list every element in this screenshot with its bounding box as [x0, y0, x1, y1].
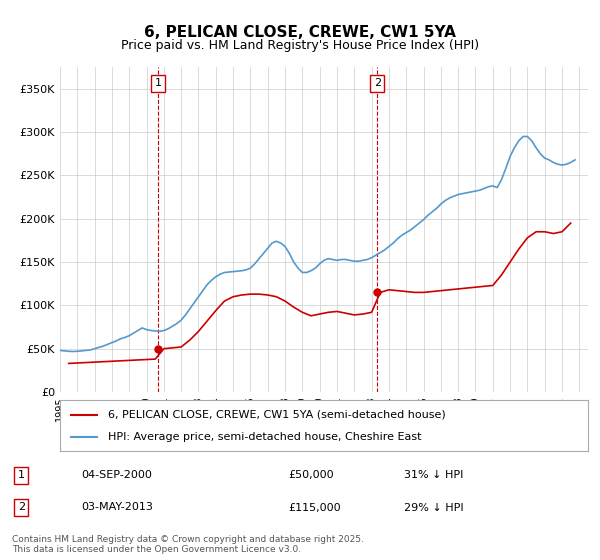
- Text: Contains HM Land Registry data © Crown copyright and database right 2025.
This d: Contains HM Land Registry data © Crown c…: [12, 535, 364, 554]
- Text: 1: 1: [155, 78, 161, 88]
- Text: 29% ↓ HPI: 29% ↓ HPI: [404, 502, 463, 512]
- Text: 04-SEP-2000: 04-SEP-2000: [81, 470, 152, 480]
- Text: £50,000: £50,000: [289, 470, 334, 480]
- Text: 2: 2: [374, 78, 381, 88]
- Text: 6, PELICAN CLOSE, CREWE, CW1 5YA (semi-detached house): 6, PELICAN CLOSE, CREWE, CW1 5YA (semi-d…: [107, 409, 445, 419]
- Text: 2: 2: [18, 502, 25, 512]
- Text: £115,000: £115,000: [289, 502, 341, 512]
- Text: 1: 1: [18, 470, 25, 480]
- Text: 03-MAY-2013: 03-MAY-2013: [81, 502, 153, 512]
- Text: Price paid vs. HM Land Registry's House Price Index (HPI): Price paid vs. HM Land Registry's House …: [121, 39, 479, 52]
- Text: 31% ↓ HPI: 31% ↓ HPI: [404, 470, 463, 480]
- Text: HPI: Average price, semi-detached house, Cheshire East: HPI: Average price, semi-detached house,…: [107, 432, 421, 442]
- Text: 6, PELICAN CLOSE, CREWE, CW1 5YA: 6, PELICAN CLOSE, CREWE, CW1 5YA: [144, 25, 456, 40]
